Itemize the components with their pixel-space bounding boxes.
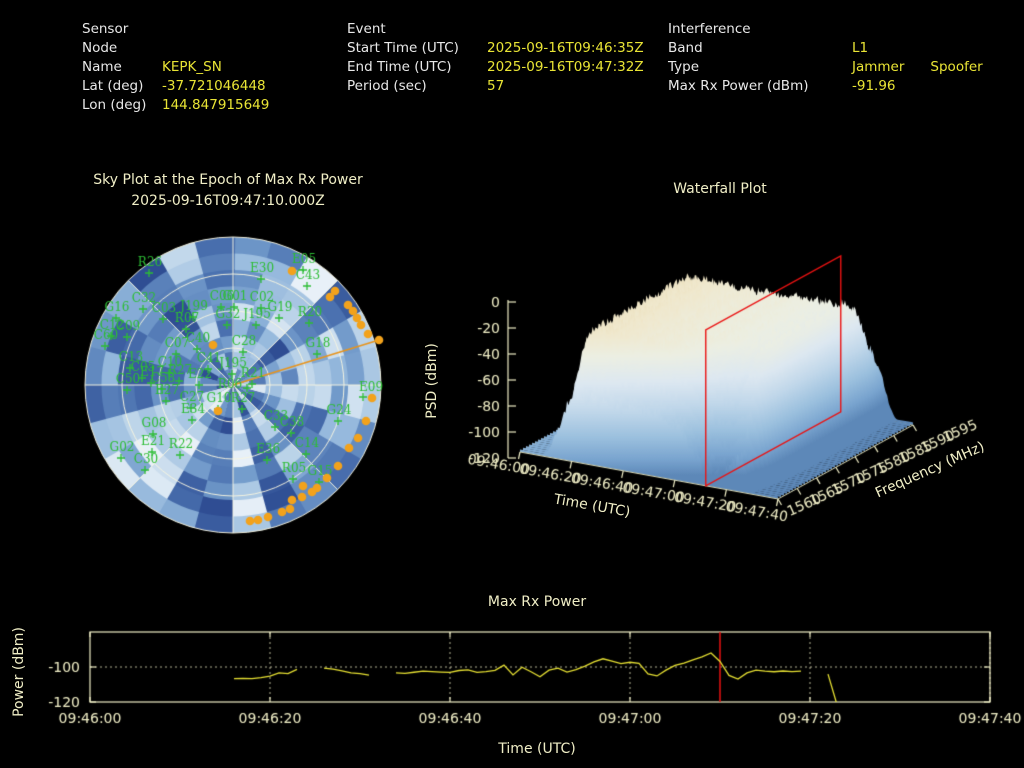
- sensor-lon-label: Lon (deg): [82, 97, 147, 113]
- event-start-label: Start Time (UTC): [347, 40, 459, 56]
- event-panel: Event Start Time (UTC) 2025-09-16T09:46:…: [347, 20, 644, 96]
- interference-type-row: Type Jammer Spoofer: [668, 58, 983, 77]
- sensor-lat-value: -37.721046448: [162, 78, 266, 94]
- time-axis-label: Time (UTC): [498, 741, 576, 757]
- power-axis-label: Power (dBm): [11, 627, 27, 717]
- event-end-row: End Time (UTC) 2025-09-16T09:47:32Z: [347, 58, 644, 77]
- sensor-name-row: Name KEPK_SN: [82, 58, 269, 77]
- interference-type-value-jammer: Jammer: [852, 59, 905, 75]
- waterfall-title: Waterfall Plot: [673, 181, 767, 197]
- interference-title: Interference: [668, 21, 751, 37]
- interference-maxpower-label: Max Rx Power (dBm): [668, 78, 809, 94]
- sensor-lon-row: Lon (deg) 144.847915649: [82, 96, 269, 115]
- sensor-lon-value: 144.847915649: [162, 97, 270, 113]
- event-period-label: Period (sec): [347, 78, 427, 94]
- event-period-value: 57: [487, 78, 505, 94]
- event-start-row: Start Time (UTC) 2025-09-16T09:46:35Z: [347, 39, 644, 58]
- interference-maxpower-value: -91.96: [852, 78, 896, 94]
- sensor-node-panel: Sensor Node Name KEPK_SN Lat (deg) -37.7…: [82, 20, 269, 115]
- event-title: Event: [347, 21, 386, 37]
- interference-panel: Interference Band L1 Type Jammer Spoofer…: [668, 20, 983, 96]
- sensor-lat-row: Lat (deg) -37.721046448: [82, 77, 269, 96]
- interference-type-value-spoofer: Spoofer: [930, 59, 983, 75]
- interference-maxpower-row: Max Rx Power (dBm) -91.96: [668, 77, 983, 96]
- sensor-name-label: Name: [82, 59, 122, 75]
- psd-axis-label: PSD (dBm): [424, 343, 440, 419]
- interference-band-row: Band L1: [668, 39, 983, 58]
- event-end-label: End Time (UTC): [347, 59, 452, 75]
- interference-type-label: Type: [668, 59, 700, 75]
- sensor-lat-label: Lat (deg): [82, 78, 144, 94]
- sensor-node-title: Sensor Node: [82, 21, 129, 56]
- event-period-row: Period (sec) 57: [347, 77, 644, 96]
- max-rx-power-title: Max Rx Power: [487, 594, 587, 610]
- sensor-name-value: KEPK_SN: [162, 59, 222, 75]
- interference-band-label: Band: [668, 40, 703, 56]
- sky-plot-epoch-subtitle: 2025-09-16T09:47:10.000Z: [131, 193, 325, 209]
- sky-plot-title: Sky Plot at the Epoch of Max Rx Power: [93, 172, 363, 188]
- interference-band-value: L1: [852, 40, 869, 56]
- event-end-value: 2025-09-16T09:47:32Z: [487, 59, 644, 75]
- event-start-value: 2025-09-16T09:46:35Z: [487, 40, 644, 56]
